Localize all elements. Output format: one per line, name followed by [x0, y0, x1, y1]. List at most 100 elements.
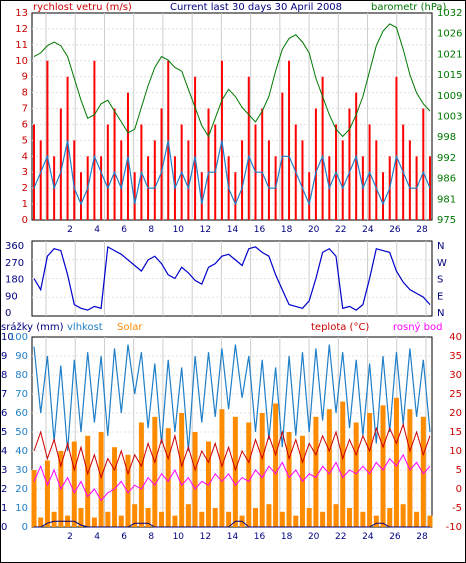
baro-axis-label: barometr (hPa): [371, 2, 447, 13]
day-tick-label: 10: [173, 532, 185, 542]
wind-tick-label: 13: [15, 8, 28, 19]
solar-bar: [152, 416, 158, 527]
dew-line: [33, 453, 431, 502]
solar-bar: [105, 511, 111, 527]
day-tick-label: 6: [121, 532, 127, 542]
rain-series: [34, 520, 430, 528]
solar-bar: [71, 441, 77, 527]
temp-axis-label: teplota (°C): [311, 322, 369, 333]
solar-bar: [367, 413, 373, 527]
rain-line: [34, 520, 430, 528]
humidity-tick-label: 50: [15, 427, 28, 438]
direction-series: [33, 245, 431, 311]
pressure-line: [33, 23, 431, 138]
solar-bar: [132, 504, 138, 527]
pressure-series: [33, 23, 431, 138]
wind-avg-series: [33, 140, 431, 207]
humidity-label: vlhkost: [67, 322, 103, 333]
panel3-rain-ticks: 0 1 2 3 4 5 6 7 8 9 10: [1, 332, 14, 533]
humidity-tick-label: 40: [15, 446, 28, 457]
solar-bar: [373, 515, 379, 527]
panel3-x-ticks: 2 4 6 8 10 12 14 16 18 20 22 24 26 28: [67, 532, 428, 542]
humidity-tick-label: 90: [15, 351, 28, 362]
temp-tick-label: 20: [449, 408, 462, 419]
day-tick-label: 18: [281, 532, 293, 542]
pressure-tick-label: 981: [437, 194, 456, 205]
direction-tick-label: 0: [5, 308, 11, 319]
temp-tick-label: 15: [449, 427, 462, 438]
solar-bar: [279, 511, 285, 527]
wind-tick-label: 0: [22, 215, 28, 226]
day-tick-label: 2: [67, 532, 73, 542]
humidity-tick-label: 10: [15, 503, 28, 514]
solar-bar: [400, 504, 406, 527]
wind-tick-label: 4: [22, 151, 28, 162]
solar-bar: [219, 409, 225, 527]
wind-tick-label: 9: [22, 72, 28, 83]
day-tick-label: 8: [148, 225, 154, 235]
pressure-tick-label: 998: [437, 132, 456, 143]
solar-bar: [360, 511, 366, 527]
day-tick-label: 24: [362, 225, 374, 235]
pressure-tick-label: 1032: [437, 8, 462, 19]
solar-bar: [393, 397, 399, 527]
temperature-line: [33, 422, 431, 480]
wind-tick-label: 3: [22, 167, 28, 178]
compass-tick-label: S: [437, 275, 443, 286]
day-tick-label: 14: [227, 532, 239, 542]
day-tick-label: 10: [173, 225, 185, 235]
temperature-series: [33, 422, 431, 480]
wind-gust-series: [33, 60, 431, 220]
solar-bar: [212, 508, 218, 527]
solar-bar: [85, 435, 91, 527]
day-tick-label: 28: [416, 532, 428, 542]
solar-bar: [185, 504, 191, 527]
direction-tick-label: 360: [5, 241, 24, 252]
chart-title: Current last 30 days 30 April 2008: [170, 2, 342, 13]
temp-tick-label: -10: [446, 522, 462, 533]
panel2-left-ticks: 360 270 180 90 0: [5, 241, 24, 319]
wind-tick-label: 5: [22, 135, 28, 146]
rain-tick-label: 7: [1, 389, 7, 400]
pressure-tick-label: 1021: [437, 49, 462, 60]
direction-line: [33, 245, 431, 311]
compass-tick-label: N: [437, 308, 444, 319]
day-tick-label: 26: [389, 532, 401, 542]
solar-bar: [387, 508, 393, 527]
rain-tick-label: 4: [1, 446, 7, 457]
solar-bar: [320, 511, 326, 527]
day-tick-label: 28: [416, 225, 428, 235]
day-tick-label: 12: [200, 532, 211, 542]
day-tick-label: 22: [335, 532, 346, 542]
temp-tick-label: 5: [456, 465, 462, 476]
day-tick-label: 14: [227, 225, 239, 235]
solar-bar: [420, 416, 426, 527]
day-tick-label: 6: [121, 225, 127, 235]
solar-bar: [380, 405, 386, 527]
temp-tick-label: 25: [449, 389, 462, 400]
solar-bar: [259, 413, 265, 527]
solar-bar: [407, 409, 413, 527]
rain-tick-label: 2: [1, 484, 7, 495]
pressure-tick-label: 1026: [437, 29, 462, 40]
direction-tick-label: 90: [5, 291, 18, 302]
temp-tick-label: 40: [449, 332, 462, 343]
solar-bar: [145, 508, 151, 527]
humidity-tick-label: 70: [15, 389, 28, 400]
temp-tick-label: 0: [456, 484, 462, 495]
solar-bar: [138, 422, 144, 527]
solar-bar: [246, 422, 252, 527]
day-tick-label: 18: [281, 225, 293, 235]
panel3-hum-ticks: 0 10 20 30 40 50 60 70 80 90 100: [9, 332, 28, 533]
solar-bar: [98, 432, 104, 527]
panel1-right-ticks: 975 981 986 992 998 1003 1009 1015 1021 1026 1032: [437, 8, 462, 226]
solar-bar: [313, 416, 319, 527]
rain-tick-label: 10: [1, 332, 14, 343]
panel1-x-ticks: 2 4 6 8 10 12 14 16 18 20 22 24 26 28: [67, 225, 428, 235]
wind-tick-label: 11: [15, 40, 28, 51]
